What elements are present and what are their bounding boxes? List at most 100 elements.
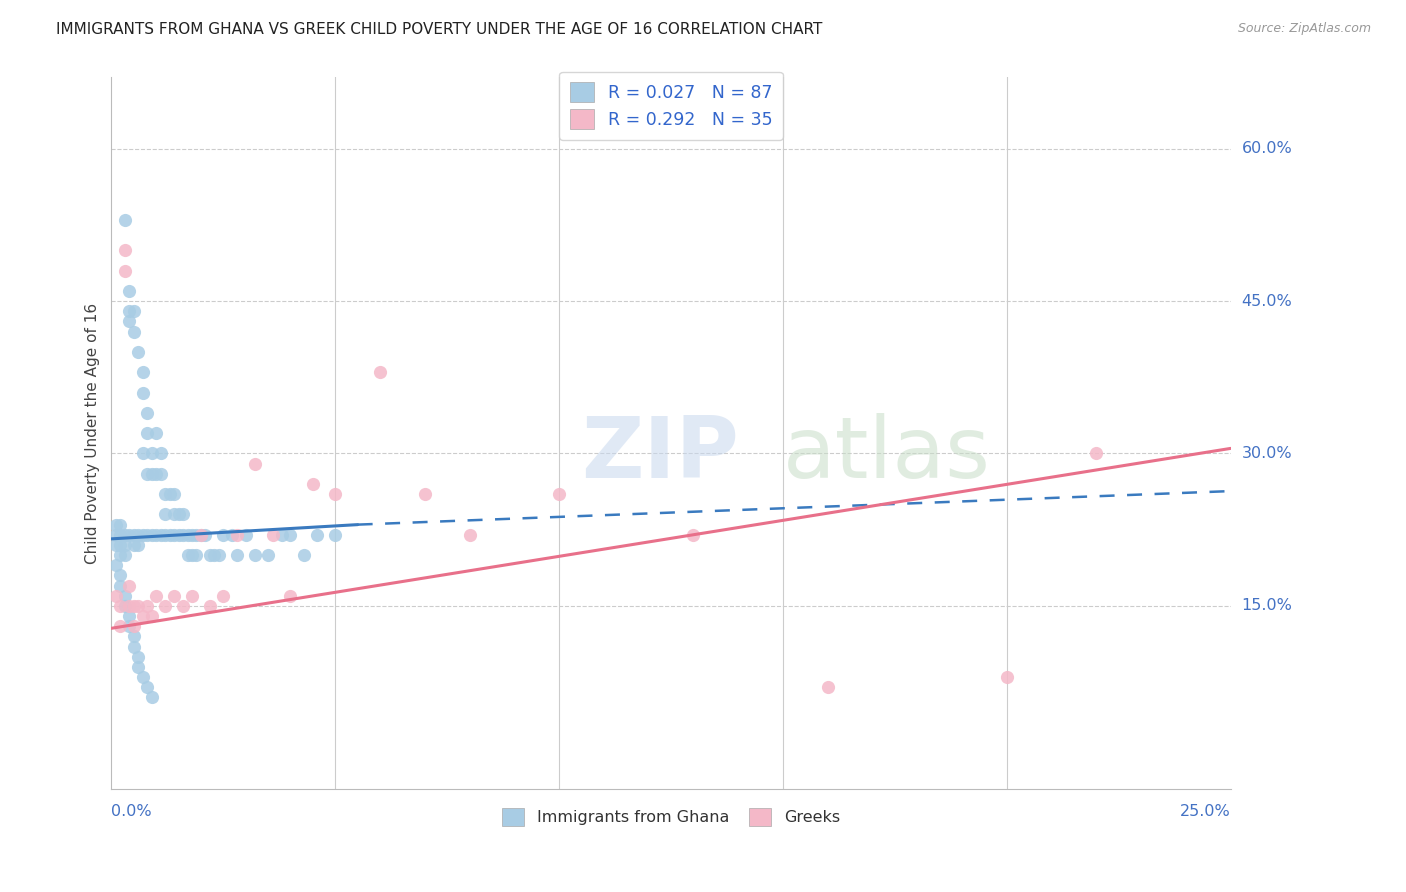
Point <box>458 528 481 542</box>
Point <box>132 446 155 460</box>
Point <box>817 680 839 694</box>
Point <box>136 426 159 441</box>
Point <box>208 548 231 562</box>
Text: Source: ZipAtlas.com: Source: ZipAtlas.com <box>1237 22 1371 36</box>
Point <box>114 599 136 613</box>
Point <box>167 508 190 522</box>
Point <box>149 528 172 542</box>
Point <box>127 528 149 542</box>
Point <box>257 548 280 562</box>
Point <box>104 589 127 603</box>
Point <box>122 629 145 643</box>
Point <box>110 599 132 613</box>
Point <box>202 548 225 562</box>
Point <box>122 325 145 339</box>
Point <box>122 619 145 633</box>
Point <box>172 508 194 522</box>
Point <box>212 528 235 542</box>
Point <box>163 528 186 542</box>
Point <box>122 304 145 318</box>
Point <box>122 640 145 654</box>
Point <box>132 528 155 542</box>
Point <box>118 528 141 542</box>
Point <box>292 548 315 562</box>
Point <box>110 538 132 552</box>
Point <box>118 619 141 633</box>
Text: IMMIGRANTS FROM GHANA VS GREEK CHILD POVERTY UNDER THE AGE OF 16 CORRELATION CHA: IMMIGRANTS FROM GHANA VS GREEK CHILD POV… <box>56 22 823 37</box>
Point <box>153 599 176 613</box>
Point <box>149 467 172 481</box>
Point <box>110 579 132 593</box>
Point <box>280 589 302 603</box>
Point <box>368 365 391 379</box>
Point <box>141 467 163 481</box>
Point <box>548 487 571 501</box>
Point <box>186 528 208 542</box>
Point <box>141 446 163 460</box>
Point <box>194 528 217 542</box>
Point <box>181 528 204 542</box>
Point <box>118 609 141 624</box>
Point <box>1085 446 1108 460</box>
Point <box>104 517 127 532</box>
Point <box>136 680 159 694</box>
Point <box>127 599 149 613</box>
Point <box>186 548 208 562</box>
Point <box>118 284 141 298</box>
Point <box>118 314 141 328</box>
Point <box>225 528 247 542</box>
Point <box>995 670 1018 684</box>
Point <box>132 609 155 624</box>
Point <box>181 589 204 603</box>
Point <box>323 528 346 542</box>
Point <box>110 568 132 582</box>
Point <box>122 599 145 613</box>
Point <box>104 538 127 552</box>
Point <box>141 528 163 542</box>
Point <box>114 212 136 227</box>
Point <box>307 528 329 542</box>
Point <box>132 670 155 684</box>
Point <box>122 528 145 542</box>
Point <box>118 599 141 613</box>
Point <box>262 528 284 542</box>
Point <box>136 599 159 613</box>
Point <box>212 589 235 603</box>
Point <box>190 528 212 542</box>
Point <box>159 487 181 501</box>
Point <box>323 487 346 501</box>
Point <box>127 660 149 674</box>
Point <box>181 548 204 562</box>
Point <box>136 528 159 542</box>
Point <box>145 426 167 441</box>
Point <box>114 528 136 542</box>
Point <box>167 528 190 542</box>
Point <box>118 579 141 593</box>
Point <box>104 528 127 542</box>
Text: 45.0%: 45.0% <box>1241 293 1292 309</box>
Point <box>127 344 149 359</box>
Point <box>114 263 136 277</box>
Point <box>114 589 136 603</box>
Point <box>141 609 163 624</box>
Point <box>110 619 132 633</box>
Point <box>104 558 127 573</box>
Point <box>122 538 145 552</box>
Point <box>280 528 302 542</box>
Point <box>198 548 221 562</box>
Point <box>132 385 155 400</box>
Point <box>110 517 132 532</box>
Text: 25.0%: 25.0% <box>1180 804 1230 819</box>
Point <box>153 528 176 542</box>
Point <box>141 690 163 705</box>
Point <box>136 467 159 481</box>
Point <box>110 528 132 542</box>
Point <box>190 528 212 542</box>
Point <box>172 528 194 542</box>
Text: 15.0%: 15.0% <box>1241 599 1292 614</box>
Point <box>127 649 149 664</box>
Point <box>176 548 198 562</box>
Point <box>110 548 132 562</box>
Point <box>132 365 155 379</box>
Point <box>114 244 136 258</box>
